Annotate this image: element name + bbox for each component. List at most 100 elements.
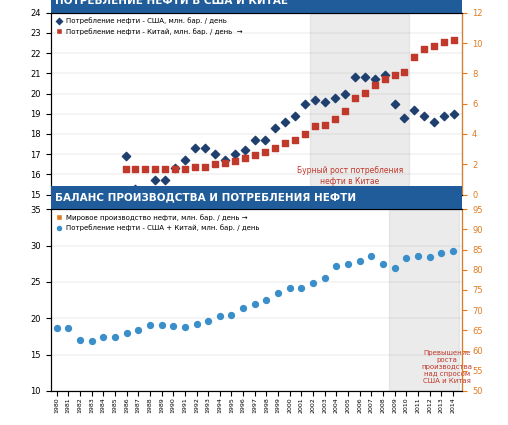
Point — [331, 116, 339, 122]
Point — [440, 112, 449, 119]
Point — [450, 110, 458, 117]
Point — [211, 151, 219, 158]
Point — [231, 151, 239, 158]
Point — [87, 337, 96, 344]
Point — [380, 72, 389, 79]
Point — [285, 284, 294, 291]
Point — [400, 68, 408, 75]
Point — [76, 337, 84, 343]
Point — [281, 119, 289, 125]
Point — [121, 153, 130, 160]
Point — [221, 157, 229, 164]
Point — [171, 165, 179, 172]
Point — [191, 164, 199, 171]
Point — [321, 122, 329, 128]
Point — [344, 260, 352, 267]
Point — [201, 164, 209, 171]
Bar — [310, 13, 409, 195]
Point — [111, 334, 119, 340]
Point — [430, 119, 438, 125]
Point — [211, 161, 219, 168]
Point — [380, 76, 389, 83]
Point — [169, 322, 177, 329]
Point — [181, 323, 189, 330]
Point — [201, 145, 209, 152]
Point — [379, 261, 387, 268]
Point — [437, 249, 446, 256]
Legend: Потребление нефти - США, млн. бар. / день, Потребление нефти - Китай, млн. бар. : Потребление нефти - США, млн. бар. / ден… — [53, 15, 245, 37]
Point — [400, 114, 408, 121]
Point — [231, 158, 239, 164]
Point — [361, 90, 369, 96]
Point — [321, 275, 329, 282]
Point — [132, 165, 140, 172]
Legend: Мировое производство нефти, млн. бар. / день →, Потребление нефти - США + Китай,: Мировое производство нефти, млн. бар. / … — [53, 211, 262, 234]
Point — [291, 137, 299, 144]
Point — [221, 159, 229, 166]
Point — [263, 297, 271, 303]
Point — [146, 321, 154, 328]
Text: Бурный рост потребления
нефти в Китае: Бурный рост потребления нефти в Китае — [297, 166, 403, 185]
Point — [251, 137, 259, 144]
Point — [391, 265, 399, 272]
Point — [64, 325, 72, 332]
Point — [321, 98, 329, 105]
Point — [181, 157, 189, 164]
Point — [171, 165, 179, 172]
Point — [309, 280, 317, 287]
Point — [271, 144, 279, 151]
Point — [162, 165, 170, 172]
Point — [331, 94, 339, 101]
Point — [241, 147, 249, 153]
Point — [414, 253, 422, 260]
Point — [311, 96, 319, 103]
Point — [332, 263, 340, 269]
Point — [52, 324, 60, 331]
Point — [162, 177, 170, 184]
Point — [297, 284, 305, 291]
Text: Превышение
роста
производства
над спросом
США и Китая: Превышение роста производства над спросо… — [422, 350, 472, 384]
Point — [204, 318, 212, 325]
Point — [370, 76, 378, 83]
Point — [228, 311, 236, 318]
Point — [122, 329, 131, 336]
Point — [274, 289, 282, 296]
Point — [216, 313, 224, 320]
Point — [132, 185, 140, 192]
Point — [301, 130, 309, 137]
Point — [251, 152, 259, 159]
Point — [420, 46, 428, 53]
Point — [440, 38, 449, 45]
Point — [134, 326, 142, 333]
Point — [410, 106, 419, 113]
Point — [450, 37, 458, 43]
Point — [426, 254, 434, 261]
Point — [141, 165, 149, 172]
Point — [271, 125, 279, 131]
Point — [239, 305, 247, 312]
Point — [430, 42, 438, 49]
Point — [151, 177, 160, 184]
Point — [241, 155, 249, 162]
Point — [181, 165, 189, 172]
Point — [370, 82, 378, 89]
Point — [341, 108, 349, 115]
Point — [99, 334, 107, 340]
Point — [449, 248, 457, 255]
Point — [356, 258, 364, 264]
Point — [151, 165, 160, 172]
Point — [351, 74, 359, 81]
Point — [420, 112, 428, 119]
Point — [301, 100, 309, 107]
Point — [402, 255, 410, 261]
Point — [261, 137, 269, 144]
Point — [410, 53, 419, 60]
Point — [291, 112, 299, 119]
Point — [361, 74, 369, 81]
Point — [191, 145, 199, 152]
Point — [391, 71, 399, 78]
Point — [351, 94, 359, 101]
Point — [251, 300, 259, 307]
Point — [341, 90, 349, 97]
Point — [391, 100, 399, 107]
